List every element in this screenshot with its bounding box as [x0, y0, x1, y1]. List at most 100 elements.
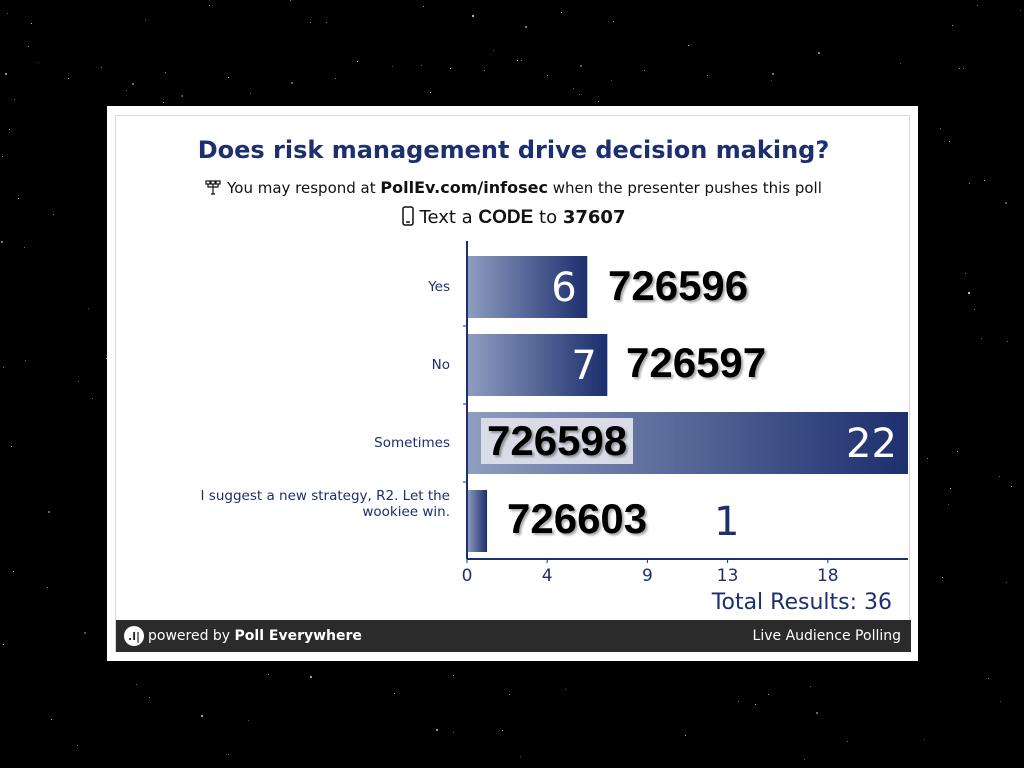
star [436, 729, 438, 731]
star [988, 678, 989, 679]
star [940, 128, 941, 129]
star [145, 20, 146, 21]
star [392, 66, 393, 67]
star [517, 60, 518, 61]
star [772, 73, 774, 75]
star [472, 15, 474, 17]
category-label: Sometimes [374, 435, 450, 451]
bar [467, 334, 608, 396]
response-code-overlay: 726596 [608, 262, 749, 309]
star [250, 93, 251, 94]
star [290, 0, 291, 1]
star [598, 101, 599, 102]
x-tick-label: 18 [817, 566, 839, 586]
star [493, 50, 494, 51]
star [2, 156, 3, 157]
star [106, 358, 107, 359]
star [1020, 10, 1021, 11]
star [1006, 582, 1007, 583]
star [228, 754, 229, 755]
star [423, 6, 424, 7]
star [924, 739, 925, 740]
star [13, 571, 14, 572]
star [78, 381, 79, 382]
star [209, 5, 210, 6]
star [47, 587, 48, 588]
x-tick-label: 0 [462, 566, 473, 586]
network-icon [205, 180, 221, 200]
star [450, 68, 451, 69]
bar [467, 490, 488, 552]
star [28, 46, 29, 47]
star [981, 338, 982, 339]
star [165, 72, 166, 73]
star [950, 488, 951, 489]
star [9, 129, 10, 130]
text-instructions: Text a CODE to 37607 [116, 206, 911, 231]
star [53, 214, 54, 215]
star [611, 80, 612, 81]
star [421, 65, 422, 66]
star [818, 52, 820, 54]
star [228, 77, 229, 78]
star [502, 730, 503, 731]
star [810, 686, 811, 687]
star [84, 632, 86, 634]
bar-value-label: 22 [846, 421, 897, 467]
text-code: CODE [478, 207, 534, 228]
star [68, 78, 69, 79]
star [18, 198, 19, 199]
total-results: Total Results: 36 [711, 590, 892, 615]
star [927, 458, 928, 459]
poll-everywhere-logo: .l| [124, 626, 144, 646]
star [847, 741, 848, 742]
response-code-overlay: 726597 [626, 339, 767, 386]
poll-frame: Does risk management drive decision maki… [115, 115, 911, 652]
star [968, 292, 970, 294]
star [644, 70, 645, 71]
star [580, 65, 582, 67]
category-label: No [431, 357, 450, 373]
bar-value-label: 6 [551, 265, 577, 311]
phone-icon [401, 206, 414, 231]
star [688, 45, 689, 46]
star [430, 92, 431, 93]
star [326, 22, 327, 23]
star [394, 693, 395, 694]
star [1000, 701, 1001, 702]
footer-bar: .l| powered by Poll Everywhere Live Audi… [116, 620, 911, 652]
star [561, 12, 562, 13]
star [613, 21, 614, 22]
star [547, 75, 548, 76]
star [957, 451, 958, 452]
star [248, 720, 249, 721]
star [707, 75, 708, 76]
star [88, 308, 89, 309]
star [31, 23, 32, 24]
poll-title: Does risk management drive decision maki… [197, 136, 830, 164]
star [136, 684, 137, 685]
star [573, 88, 574, 89]
star [14, 99, 15, 100]
powered-by-prefix: powered by [148, 628, 231, 644]
star [525, 26, 527, 28]
star [942, 577, 943, 578]
star [984, 180, 985, 181]
star [999, 476, 1000, 477]
star [804, 759, 805, 760]
bar-value-label: 7 [571, 343, 597, 389]
star [565, 689, 566, 690]
text-to: to [539, 207, 558, 228]
star [685, 735, 686, 736]
star [51, 719, 52, 720]
star [48, 511, 50, 513]
star [738, 701, 739, 702]
star [268, 674, 269, 675]
star [453, 732, 454, 733]
star [335, 78, 336, 79]
star [101, 67, 102, 68]
star [7, 13, 8, 14]
star [1, 241, 3, 243]
response-code-overlay: 726598 [481, 418, 634, 464]
category-label: I suggest a new strategy, R2. Let the wo… [200, 488, 450, 520]
